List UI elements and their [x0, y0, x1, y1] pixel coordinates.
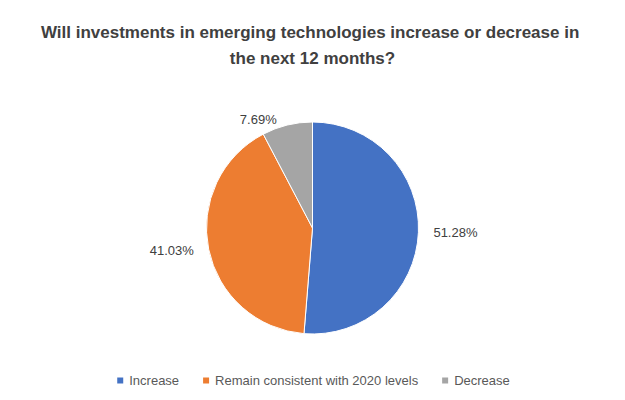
svg-text:Decrease: Decrease	[454, 373, 510, 388]
svg-text:the next 12 months?: the next 12 months?	[230, 49, 395, 68]
svg-text:Will investments in emerging t: Will investments in emerging technologie…	[41, 23, 584, 42]
svg-text:Increase: Increase	[129, 373, 179, 388]
svg-text:51.28%: 51.28%	[433, 225, 478, 240]
svg-text:41.03%: 41.03%	[150, 243, 195, 258]
svg-text:7.69%: 7.69%	[240, 112, 277, 127]
svg-text:Remain consistent with 2020 le: Remain consistent with 2020 levels	[215, 373, 419, 388]
